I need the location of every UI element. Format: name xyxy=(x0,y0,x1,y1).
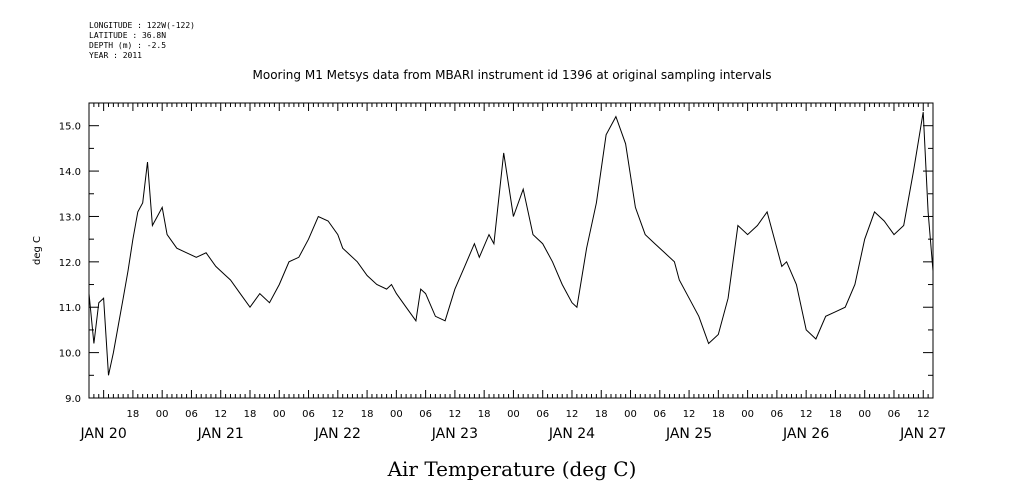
y-axis: 9.0 10.0 11.0 12.0 13.0 14.0 15.0 xyxy=(59,102,933,405)
x-hour-label: 00 xyxy=(390,409,403,420)
x-hour-label: 18 xyxy=(478,409,491,420)
y-tick-label: 11.0 xyxy=(59,303,81,314)
x-hour-label: 06 xyxy=(536,409,549,420)
x-hour-label: 00 xyxy=(507,409,520,420)
y-tick-label: 12.0 xyxy=(59,258,81,269)
x-day-label: JAN 24 xyxy=(548,426,595,442)
x-hour-label: 12 xyxy=(683,409,696,420)
x-day-label: JAN 25 xyxy=(665,426,712,442)
y-tick-label: 10.0 xyxy=(59,349,81,360)
depth-label: DEPTH (m) : -2.5 xyxy=(89,41,166,50)
plot-frame xyxy=(88,102,934,399)
x-day-label: JAN 23 xyxy=(431,426,478,442)
x-hour-label: 12 xyxy=(917,409,930,420)
y-tick-label: 9.0 xyxy=(65,394,81,405)
x-hour-label: 00 xyxy=(741,409,754,420)
y-tick-label: 13.0 xyxy=(59,212,81,223)
x-hour-label: 18 xyxy=(829,409,842,420)
x-hour-label: 18 xyxy=(361,409,374,420)
x-hour-label: 00 xyxy=(858,409,871,420)
x-hour-label: 12 xyxy=(449,409,462,420)
x-hour-label: 18 xyxy=(712,409,725,420)
x-hour-label: 12 xyxy=(800,409,813,420)
x-hour-label: 00 xyxy=(273,409,286,420)
x-day-label: JAN 22 xyxy=(314,426,361,442)
x-hour-label: 06 xyxy=(888,409,901,420)
x-hour-label: 18 xyxy=(127,409,140,420)
y-tick-label: 14.0 xyxy=(59,167,81,178)
x-hour-label: 12 xyxy=(214,409,227,420)
x-axis: 18 00 06 12 18 00 06 12 18 00 06 12 18 00 06 12 18 00 06 12… xyxy=(80,103,946,442)
x-day-label: JAN 20 xyxy=(80,426,127,442)
x-hour-label: 00 xyxy=(156,409,169,420)
x-hour-label: 06 xyxy=(185,409,198,420)
x-hour-label: 00 xyxy=(624,409,637,420)
x-hour-label: 18 xyxy=(244,409,257,420)
x-hour-label: 12 xyxy=(566,409,579,420)
x-hour-label: 06 xyxy=(419,409,432,420)
x-day-label: JAN 26 xyxy=(782,426,829,442)
x-day-label: JAN 21 xyxy=(197,426,244,442)
x-axis-label: Air Temperature (deg C) xyxy=(387,457,637,481)
latitude-label: LATITUDE : 36.8N xyxy=(89,31,166,40)
chart-title: Mooring M1 Metsys data from MBARI instru… xyxy=(253,68,772,82)
air-temperature-line xyxy=(88,112,934,376)
x-hour-label: 06 xyxy=(653,409,666,420)
y-axis-label: deg C xyxy=(32,236,43,265)
x-hour-label: 18 xyxy=(595,409,608,420)
x-hour-label: 06 xyxy=(771,409,784,420)
y-tick-label: 15.0 xyxy=(59,122,81,133)
x-day-label: JAN 27 xyxy=(899,426,946,442)
year-label: YEAR : 2011 xyxy=(89,51,142,60)
x-hour-label: 06 xyxy=(302,409,315,420)
longitude-label: LONGITUDE : 122W(-122) xyxy=(89,21,195,30)
x-hour-label: 12 xyxy=(331,409,344,420)
